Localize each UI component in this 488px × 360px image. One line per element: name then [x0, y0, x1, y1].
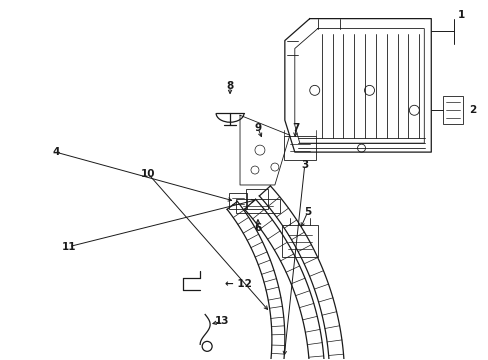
Text: 11: 11	[61, 242, 76, 252]
Bar	[281, 225, 317, 257]
Bar	[283, 136, 315, 160]
Text: ← 12: ← 12	[224, 279, 251, 289]
Text: 5: 5	[304, 207, 311, 217]
Text: 3: 3	[301, 160, 308, 170]
Text: 8: 8	[226, 81, 233, 91]
Bar	[236, 199, 279, 213]
Text: 13: 13	[214, 316, 229, 327]
Text: 7: 7	[291, 123, 299, 133]
Text: 4: 4	[52, 147, 60, 157]
Bar	[245, 189, 267, 209]
Bar	[229, 193, 247, 210]
Text: 6: 6	[254, 223, 261, 233]
Text: 2: 2	[468, 105, 476, 115]
Text: 9: 9	[254, 123, 261, 133]
Text: 1: 1	[457, 10, 464, 20]
Text: 10: 10	[141, 169, 155, 179]
Bar	[442, 96, 462, 124]
